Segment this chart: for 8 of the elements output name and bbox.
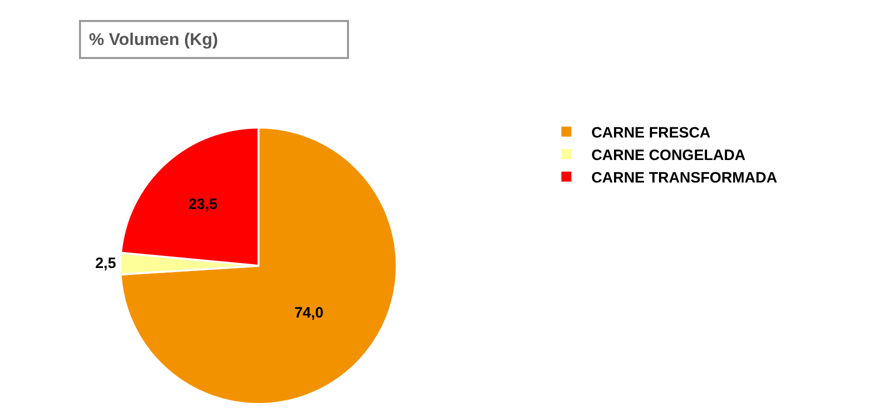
legend-label: CARNE FRESCA xyxy=(591,124,711,142)
data-label: 2,5 xyxy=(95,255,116,272)
legend-label: CARNE TRANSFORMADA xyxy=(591,170,778,186)
data-label: 74,0 xyxy=(294,304,324,322)
legend-label: CARNE CONGELADA xyxy=(591,147,746,164)
data-label: 23,5 xyxy=(188,196,218,214)
pie-slice xyxy=(120,126,398,405)
chart-title: % Volumen (Kg) xyxy=(89,30,218,49)
